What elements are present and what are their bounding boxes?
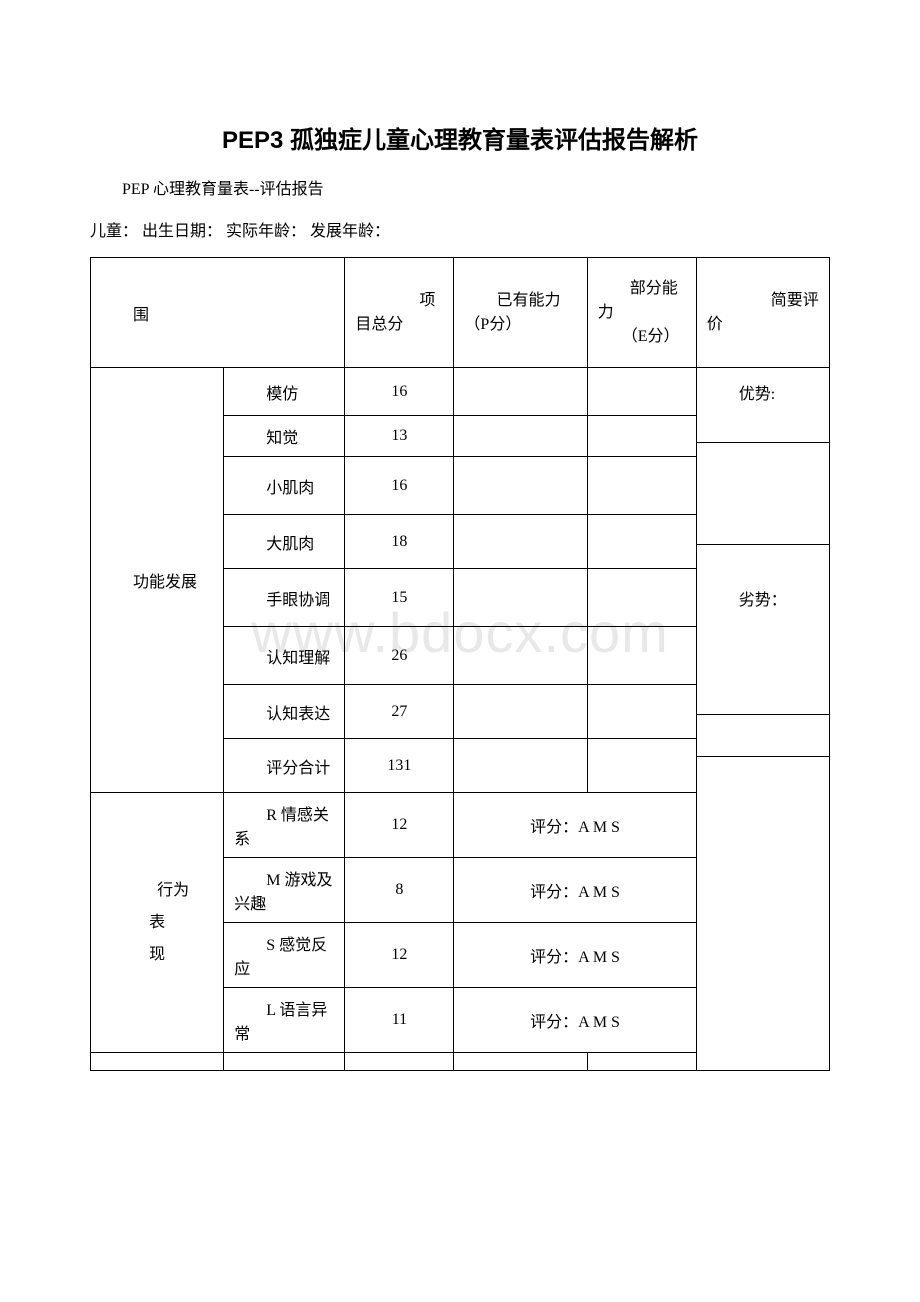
p-score-cell bbox=[454, 515, 587, 569]
empty-cell bbox=[454, 1053, 587, 1071]
item-label: L 语言异常 bbox=[224, 988, 345, 1053]
p-score-cell bbox=[454, 457, 587, 515]
item-score: 12 bbox=[345, 793, 454, 858]
item-score: 11 bbox=[345, 988, 454, 1053]
category-behavior: 行为表现 bbox=[91, 793, 224, 1053]
header-p-score: 已有能力（P分） bbox=[454, 258, 587, 368]
item-label: 评分合计 bbox=[224, 739, 345, 793]
table-row bbox=[91, 1053, 830, 1071]
eval-cell bbox=[696, 443, 829, 457]
eval-cell bbox=[696, 793, 829, 858]
item-label: 认知理解 bbox=[224, 627, 345, 685]
ams-cell: 评分：A M S bbox=[454, 923, 696, 988]
e-score-cell bbox=[587, 569, 696, 627]
item-score: 12 bbox=[345, 923, 454, 988]
item-score: 26 bbox=[345, 627, 454, 685]
ams-cell: 评分：A M S bbox=[454, 793, 696, 858]
eval-cell bbox=[696, 858, 829, 923]
e-score-cell bbox=[587, 685, 696, 739]
p-score-cell bbox=[454, 368, 587, 416]
table-row: 行为表现 R 情感关系 12 评分：A M S bbox=[91, 793, 830, 858]
eval-cell bbox=[696, 739, 829, 757]
empty-cell bbox=[345, 1053, 454, 1071]
header-total: 项目总分 bbox=[345, 258, 454, 368]
page-title: PEP3 孤独症儿童心理教育量表评估报告解析 bbox=[90, 120, 830, 155]
eval-cell: 劣势： bbox=[696, 569, 829, 627]
item-score: 15 bbox=[345, 569, 454, 627]
subtitle: PEP 心理教育量表--评估报告 bbox=[90, 175, 830, 199]
item-label: M 游戏及兴趣 bbox=[224, 858, 345, 923]
e-score-cell bbox=[587, 515, 696, 569]
ams-cell: 评分：A M S bbox=[454, 988, 696, 1053]
item-label: 知觉 bbox=[224, 416, 345, 457]
e-score-cell bbox=[587, 627, 696, 685]
header-eval: 简要评价 bbox=[696, 258, 829, 368]
item-label: 认知表达 bbox=[224, 685, 345, 739]
eval-cell bbox=[696, 627, 829, 685]
p-score-cell bbox=[454, 416, 587, 457]
table-header-row: 围 项目总分 已有能力（P分） 部分能力 （E分） 简要评价 bbox=[91, 258, 830, 368]
eval-cell: 优势: bbox=[696, 368, 829, 416]
eval-cell bbox=[696, 685, 829, 715]
eval-cell bbox=[696, 457, 829, 515]
assessment-table: 围 项目总分 已有能力（P分） 部分能力 （E分） 简要评价 功能发展 模仿 1… bbox=[90, 257, 830, 1071]
e-score-cell bbox=[587, 416, 696, 457]
e-score-cell bbox=[587, 739, 696, 793]
item-label: S 感觉反应 bbox=[224, 923, 345, 988]
item-label: 模仿 bbox=[224, 368, 345, 416]
document-content: PEP3 孤独症儿童心理教育量表评估报告解析 PEP 心理教育量表--评估报告 … bbox=[90, 120, 830, 1071]
empty-cell bbox=[696, 1053, 829, 1071]
table-row: 功能发展 模仿 16 优势: bbox=[91, 368, 830, 416]
empty-cell bbox=[224, 1053, 345, 1071]
p-score-cell bbox=[454, 627, 587, 685]
item-score: 131 bbox=[345, 739, 454, 793]
eval-cell bbox=[696, 545, 829, 569]
p-score-cell bbox=[454, 739, 587, 793]
empty-cell bbox=[91, 1053, 224, 1071]
ams-cell: 评分：A M S bbox=[454, 858, 696, 923]
item-label: 手眼协调 bbox=[224, 569, 345, 627]
info-line: 儿童： 出生日期： 实际年龄： 发展年龄： bbox=[90, 217, 830, 241]
eval-cell bbox=[696, 715, 829, 739]
item-score: 13 bbox=[345, 416, 454, 457]
e-score-cell bbox=[587, 457, 696, 515]
header-e-score: 部分能力 （E分） bbox=[587, 258, 696, 368]
eval-cell bbox=[696, 416, 829, 443]
p-score-cell bbox=[454, 569, 587, 627]
item-score: 8 bbox=[345, 858, 454, 923]
eval-cell bbox=[696, 923, 829, 988]
p-score-cell bbox=[454, 685, 587, 739]
category-function: 功能发展 bbox=[91, 368, 224, 793]
item-label: R 情感关系 bbox=[224, 793, 345, 858]
eval-cell bbox=[696, 757, 829, 775]
item-label: 小肌肉 bbox=[224, 457, 345, 515]
eval-cell bbox=[696, 988, 829, 1053]
item-score: 18 bbox=[345, 515, 454, 569]
item-score: 27 bbox=[345, 685, 454, 739]
item-score: 16 bbox=[345, 368, 454, 416]
item-score: 16 bbox=[345, 457, 454, 515]
eval-cell bbox=[696, 515, 829, 545]
header-scope: 围 bbox=[91, 258, 345, 368]
eval-cell bbox=[696, 775, 829, 793]
item-label: 大肌肉 bbox=[224, 515, 345, 569]
empty-cell bbox=[587, 1053, 696, 1071]
e-score-cell bbox=[587, 368, 696, 416]
